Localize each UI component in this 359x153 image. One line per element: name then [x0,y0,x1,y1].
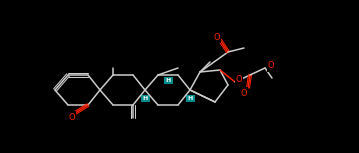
Text: O: O [236,75,242,84]
Text: O: O [241,88,247,97]
Text: H: H [143,95,148,101]
Text: H: H [165,78,171,82]
FancyBboxPatch shape [140,95,149,101]
Text: O: O [69,112,75,121]
Text: O: O [214,32,220,41]
Text: H: H [187,95,193,101]
Text: O: O [268,62,274,71]
FancyBboxPatch shape [186,95,195,101]
FancyBboxPatch shape [163,76,173,84]
